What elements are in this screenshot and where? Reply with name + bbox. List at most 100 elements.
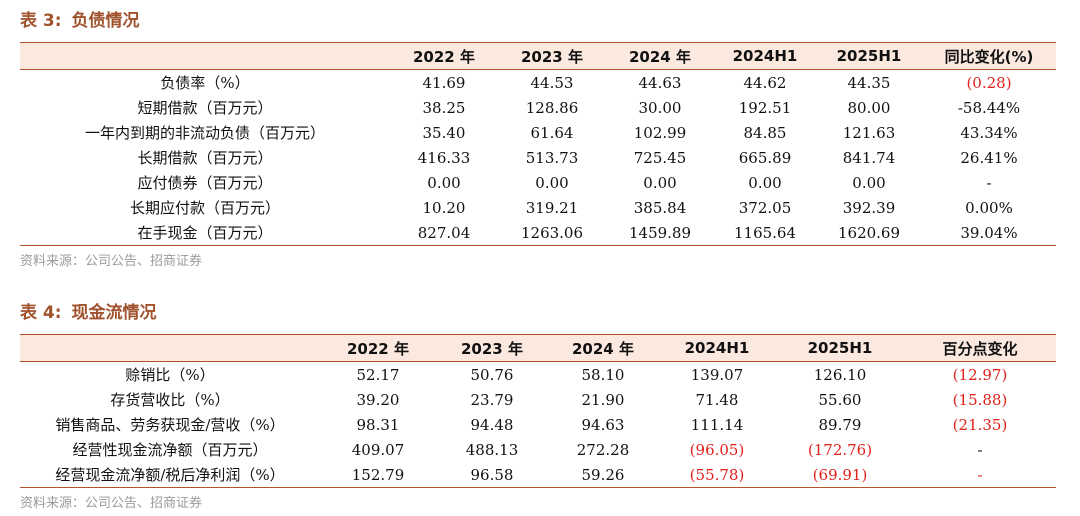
value-cell: 59.26 [581, 465, 625, 484]
value-cell: 111.14 [690, 415, 744, 434]
value-cell: 841.74 [842, 148, 896, 167]
value-cell: 98.31 [356, 415, 400, 434]
value-cell: 152.79 [351, 465, 405, 484]
table-row: 一年内到期的非流动负债（百万元） 35.40 61.64 102.99 84.85 121… [20, 120, 1056, 145]
value-cell: 35.40 [422, 123, 466, 142]
value-cell: 0.00 [748, 173, 782, 192]
value-cell: 1459.89 [628, 223, 692, 242]
column-header: 2024 年 [572, 339, 634, 358]
row-label: 一年内到期的非流动负债（百万元） [84, 124, 325, 142]
value-cell: 665.89 [738, 148, 792, 167]
change-cell: (21.35) [952, 415, 1008, 434]
value-cell: 1263.06 [520, 223, 584, 242]
table-3-title: 表 3: 负债情况 [20, 6, 140, 31]
column-header: 2022 年 [347, 339, 409, 358]
row-label: 长期应付款（百万元） [129, 199, 280, 217]
table-row: 存货营收比（%） 39.20 23.79 21.90 71.48 55.60 (15.88) [20, 387, 1056, 412]
value-cell: (172.76) [807, 440, 873, 459]
value-cell: 71.48 [695, 390, 739, 409]
change-cell: (15.88) [952, 390, 1008, 409]
row-label: 应付债券（百万元） [137, 174, 273, 192]
row-label: 短期借款（百万元） [137, 99, 273, 117]
value-cell: 39.20 [356, 390, 400, 409]
change-cell: - [977, 440, 983, 459]
value-cell: 392.39 [842, 198, 896, 217]
table-row: 经营现金流净额/税后净利润（%） 152.79 96.58 59.26 (55.78) (… [20, 462, 1056, 488]
value-cell: 725.45 [633, 148, 687, 167]
table-row: 长期借款（百万元） 416.33 513.73 725.45 665.89 841.74 2… [20, 145, 1056, 170]
change-cell: - [986, 173, 992, 192]
table-row: 销售商品、劳务获现金/营收（%） 98.31 94.48 94.63 111.14 89.… [20, 412, 1056, 437]
row-label: 长期借款（百万元） [137, 149, 273, 167]
value-cell: 94.63 [581, 415, 625, 434]
value-cell: 38.25 [422, 98, 466, 117]
change-cell: (12.97) [952, 365, 1008, 384]
row-label: 存货营收比（%） [110, 391, 230, 409]
row-label: 经营现金流净额/税后净利润（%） [55, 466, 285, 484]
value-cell: 52.17 [356, 365, 400, 384]
row-label: 销售商品、劳务获现金/营收（%） [55, 416, 285, 434]
table-4-title: 表 4: 现金流情况 [20, 298, 157, 323]
value-cell: 128.86 [525, 98, 579, 117]
column-header: 2024H1 [732, 47, 798, 65]
column-header: 百分点变化 [942, 339, 1018, 358]
value-cell: 23.79 [470, 390, 514, 409]
value-cell: 827.04 [417, 223, 471, 242]
column-header: 2025H1 [807, 339, 873, 357]
change-cell: 43.34% [960, 123, 1018, 142]
row-label: 赊销比（%） [125, 366, 215, 384]
header-row: 2022 年 2023 年 2024 年 2024H1 2025H1 百分点变化 [20, 334, 1056, 362]
column-header: 2024 年 [629, 47, 691, 66]
header-row: 2022 年 2023 年 2024 年 2024H1 2025H1 同比变化(%) [20, 42, 1056, 70]
value-cell: 385.84 [633, 198, 687, 217]
table-row: 赊销比（%） 52.17 50.76 58.10 139.07 126.10 (12.97) [20, 362, 1056, 388]
value-cell: 84.85 [743, 123, 787, 142]
table-row: 短期借款（百万元） 38.25 128.86 30.00 192.51 80.00 -58.… [20, 95, 1056, 120]
change-cell: - [977, 465, 983, 484]
value-cell: 102.99 [633, 123, 687, 142]
column-header: 2023 年 [461, 339, 523, 358]
value-cell: 89.79 [818, 415, 862, 434]
liabilities-table: 2022 年 2023 年 2024 年 2024H1 2025H1 同比变化(%) 负债… [20, 42, 1056, 246]
value-cell: 416.33 [417, 148, 471, 167]
row-label: 在手现金（百万元） [137, 224, 273, 242]
value-cell: 44.53 [530, 73, 574, 92]
change-cell: (0.28) [966, 73, 1012, 92]
table-body: 赊销比（%） 52.17 50.76 58.10 139.07 126.10 (12.97)… [20, 362, 1056, 488]
table-body: 负债率（%） 41.69 44.53 44.63 44.62 44.35 (0.28) 短期借… [20, 70, 1056, 246]
column-header: 2023 年 [521, 47, 583, 66]
cashflow-table: 2022 年 2023 年 2024 年 2024H1 2025H1 百分点变化 赊销比（… [20, 334, 1056, 488]
value-cell: 94.48 [470, 415, 514, 434]
value-cell: 488.13 [465, 440, 519, 459]
value-cell: 409.07 [351, 440, 405, 459]
value-cell: 0.00 [427, 173, 461, 192]
value-cell: 58.10 [581, 365, 625, 384]
row-label: 经营性现金流净额（百万元） [72, 441, 268, 459]
table-4-title-text: 现金流情况 [71, 303, 157, 323]
value-cell: 121.63 [842, 123, 896, 142]
value-cell: (96.05) [689, 440, 745, 459]
column-header: 2025H1 [836, 47, 902, 65]
column-header: 2022 年 [413, 47, 475, 66]
value-cell: 96.58 [470, 465, 514, 484]
value-cell: (55.78) [689, 465, 745, 484]
value-cell: 319.21 [525, 198, 579, 217]
change-cell: -58.44% [957, 98, 1021, 117]
value-cell: 80.00 [847, 98, 891, 117]
value-cell: 21.90 [581, 390, 625, 409]
value-cell: 139.07 [690, 365, 744, 384]
value-cell: 50.76 [470, 365, 514, 384]
value-cell: 0.00 [643, 173, 677, 192]
value-cell: 44.62 [743, 73, 787, 92]
value-cell: 126.10 [813, 365, 867, 384]
change-cell: 39.04% [960, 223, 1018, 242]
value-cell: 272.28 [576, 440, 630, 459]
header-blank [20, 335, 320, 362]
change-cell: 26.41% [960, 148, 1018, 167]
header-blank [20, 43, 390, 70]
column-header: 同比变化(%) [944, 47, 1034, 66]
value-cell: 55.60 [818, 390, 862, 409]
value-cell: 61.64 [530, 123, 574, 142]
value-cell: 0.00 [535, 173, 569, 192]
value-cell: 372.05 [738, 198, 792, 217]
